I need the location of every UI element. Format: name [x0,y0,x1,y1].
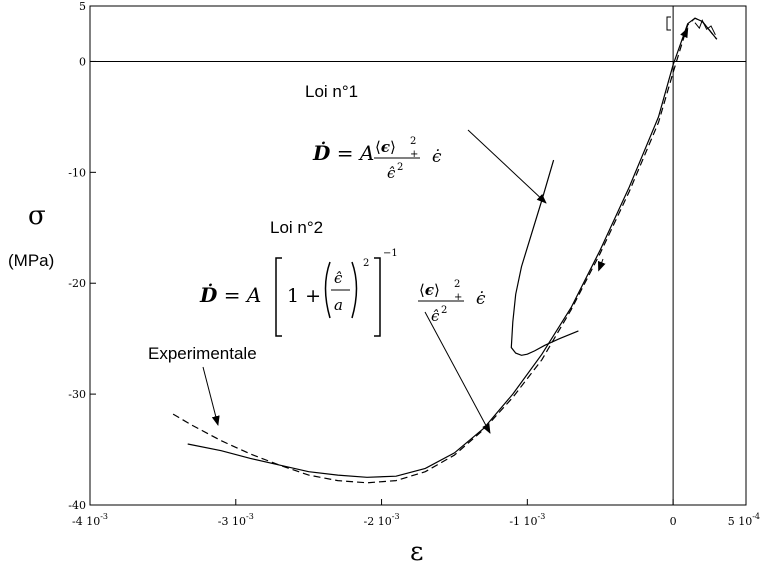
y-tick-label: -30 [68,388,86,401]
y-tick-label: 0 [79,55,86,68]
svg-text:2: 2 [397,162,403,173]
x-tick-base: -4 10 [72,515,100,528]
plot-frame [89,5,747,506]
svg-text:Ḋ = A: Ḋ = A [312,141,374,165]
x-tick-base: 0 [670,515,677,528]
x-tick-label: 5 10-4 [728,512,760,528]
x-tick-base: 5 10 [728,515,753,528]
svg-text:⟨ϵ⟩: ⟨ϵ⟩ [419,281,440,299]
y-axis-unit: (MPa) [8,251,54,270]
series-line-1 [187,17,718,478]
svg-text:2: 2 [363,258,369,269]
x-tick-label: 0 [670,515,677,528]
x-ticks: -4 10-3 -3 10-3 -2 10-3 -1 10-3 0 5 10-4 [72,499,760,528]
x-tick-exp: -3 [538,512,546,521]
formula-loi-2: Ḋ = A 1 + ϵ̂ a 2 −1 ⟨ϵ⟩ 2 + ϵ̂ 2 ϵ̇ [199,248,486,337]
svg-text:2: 2 [441,305,447,316]
curve-arrow-down [598,258,606,272]
annotation-loi-1: Loi n°1 [305,82,358,101]
svg-text:⟨ϵ⟩: ⟨ϵ⟩ [375,138,396,156]
x-tick-label: -1 10-3 [509,512,545,528]
svg-text:ϵ̇: ϵ̇ [432,147,442,167]
y-tick-label: -20 [68,277,86,290]
y-ticks: 5 0 -10 -20 -30 -40 [68,0,96,512]
annotation-loi-2: Loi n°2 [270,218,323,237]
series-line-2 [510,159,579,356]
x-tick-exp: -3 [392,512,400,521]
svg-text:−1: −1 [383,248,398,259]
x-tick-base: -2 10 [364,515,392,528]
series-line-0 [172,17,718,484]
svg-text:Ḋ = A: Ḋ = A [199,283,261,307]
peak-unload-reload [694,19,716,36]
svg-text:ϵ̂: ϵ̂ [387,164,396,182]
leader-arrow-loi-1 [467,129,547,204]
x-tick-exp: -3 [100,512,108,521]
svg-text:a: a [334,296,343,314]
x-tick-base: -1 10 [509,515,537,528]
y-tick-label: -40 [68,499,86,512]
svg-text:ϵ̇: ϵ̇ [476,289,486,309]
y-tick-label: -10 [68,166,86,179]
curve-arrow-up [680,27,689,41]
svg-text:1 +: 1 + [287,285,321,307]
bracket-mark [666,16,671,31]
leader-arrow-experimentale [202,366,220,426]
formula-loi-1: Ḋ = A ⟨ϵ⟩ 2 + ϵ̂ 2 ϵ̇ [312,136,442,182]
y-tick-label: 5 [79,0,86,13]
x-tick-label: -2 10-3 [364,512,400,528]
x-tick-label: -4 10-3 [72,512,108,528]
svg-text:+: + [454,292,462,303]
annotation-experimentale: Experimentale [148,344,257,363]
x-tick-exp: -3 [246,512,254,521]
svg-text:ϵ̂: ϵ̂ [334,269,343,287]
series-layer [172,17,718,484]
x-tick-label: -3 10-3 [218,512,254,528]
svg-text:ϵ̂: ϵ̂ [431,307,440,325]
svg-text:+: + [410,149,418,160]
x-axis-symbol: ε [410,537,423,567]
x-tick-exp: -4 [752,512,760,521]
svg-text:2: 2 [454,279,460,290]
x-tick-base: -3 10 [218,515,246,528]
leader-arrow-loi-2 [424,311,491,434]
y-axis-symbol: σ [28,201,46,231]
svg-text:2: 2 [410,136,416,147]
